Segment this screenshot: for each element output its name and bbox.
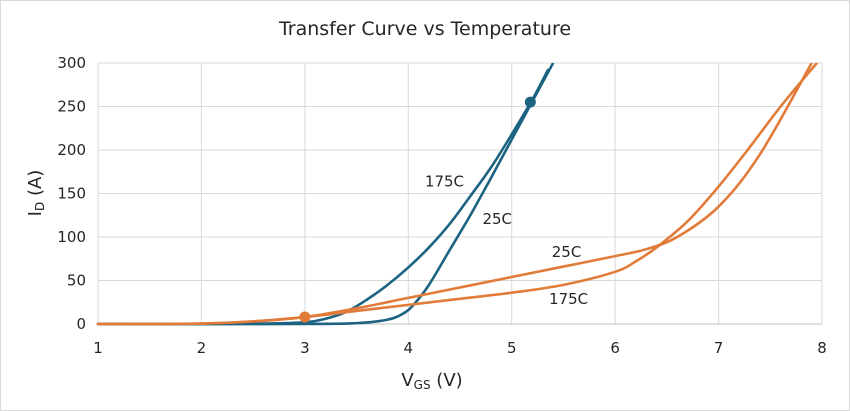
- series-annotation: 25C: [482, 210, 512, 228]
- x-axis-label-unit: (V): [431, 370, 463, 391]
- orange-crossover-marker: [299, 311, 311, 323]
- series-annotation: 175C: [549, 290, 588, 308]
- x-tick-label: 3: [300, 339, 310, 357]
- series-line-1: [96, 63, 555, 326]
- series-annotation: 175C: [425, 173, 464, 191]
- x-tick-label: 1: [93, 339, 103, 357]
- chart-title: Transfer Curve vs Temperature: [278, 18, 571, 40]
- y-tick-label: 200: [57, 141, 86, 159]
- y-axis-label-unit: (A): [25, 170, 46, 202]
- x-tick-label: 5: [507, 339, 517, 357]
- y-tick-label: 300: [57, 54, 86, 72]
- x-tick-label: 7: [714, 339, 724, 357]
- y-axis-label: ID (A): [25, 170, 47, 217]
- series-annotations: 175C 25C 25C 175C: [425, 173, 588, 308]
- x-tick-label: 8: [817, 339, 827, 357]
- x-tick-label: 6: [610, 339, 620, 357]
- x-tick-label: 4: [404, 339, 414, 357]
- x-tick-labels: 1 2 3 4 5 6 7 8: [93, 339, 827, 357]
- series-lines: [96, 63, 819, 326]
- y-tick-label: 100: [57, 228, 86, 246]
- x-axis-label-sub: GS: [414, 378, 431, 392]
- series-annotation: 25C: [552, 243, 582, 261]
- data-markers: [299, 96, 536, 323]
- y-tick-labels: 0 50 100 150 200 250 300: [57, 54, 86, 333]
- y-tick-label: 50: [67, 272, 86, 290]
- x-axis-label-main: V: [401, 370, 414, 391]
- y-tick-label: 0: [76, 315, 86, 333]
- x-tick-label: 2: [197, 339, 207, 357]
- y-tick-label: 250: [57, 98, 86, 116]
- series-line-3: [96, 63, 819, 326]
- blue-crossover-marker: [524, 96, 536, 108]
- x-axis-label: VGS (V): [401, 370, 462, 392]
- y-axis-label-sub: D: [33, 202, 47, 211]
- y-axis-label-main: I: [25, 211, 46, 216]
- y-tick-label: 150: [57, 185, 86, 203]
